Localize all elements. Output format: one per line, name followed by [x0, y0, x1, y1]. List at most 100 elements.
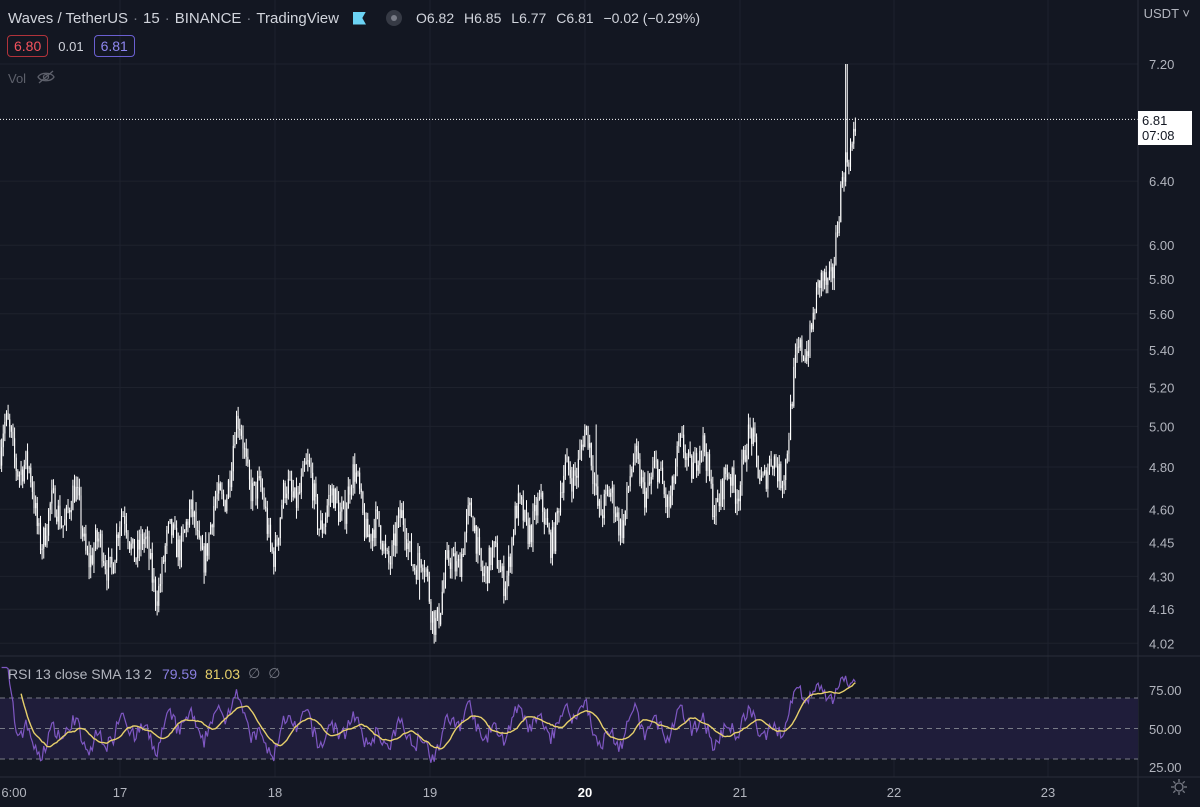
- candle-body: [88, 553, 90, 568]
- candle-body: [56, 516, 58, 522]
- candle-body: [713, 515, 715, 518]
- candle-body: [93, 548, 95, 564]
- price-axis[interactable]: 7.20 6.40 6.00 5.80 5.60 5.40 5.20 5.00 4.80 4.60…: [1149, 57, 1174, 651]
- candle-body: [618, 512, 620, 536]
- candle-body: [414, 567, 416, 571]
- candle-body: [313, 483, 315, 501]
- candle-body: [279, 518, 281, 539]
- candle-body: [846, 152, 848, 163]
- time-axis[interactable]: 6:00 17 18 19 20 21 22 23: [1, 785, 1055, 800]
- candle-body: [221, 489, 223, 495]
- candle-body: [224, 500, 226, 512]
- candle-body: [179, 539, 181, 561]
- candle-body: [232, 445, 234, 472]
- candle-body: [647, 482, 649, 492]
- candle-body: [482, 566, 484, 577]
- candle-body: [721, 480, 724, 500]
- candle-body: [491, 547, 494, 566]
- candle-body: [64, 519, 66, 526]
- candle-body: [104, 562, 106, 570]
- candle-body: [427, 569, 429, 577]
- candle-body: [456, 561, 458, 572]
- settings-gear-icon[interactable]: [1170, 778, 1188, 801]
- candle-body: [454, 553, 456, 572]
- candle-body: [213, 505, 215, 528]
- candle-body: [184, 530, 186, 533]
- candle-body: [649, 482, 651, 484]
- price-tick-label: 4.45: [1149, 535, 1174, 550]
- candle-body: [349, 486, 351, 495]
- candle-body: [98, 538, 100, 542]
- candle-body: [689, 451, 691, 456]
- currency-unit-dropdown[interactable]: USDT ˅: [1144, 6, 1190, 21]
- rsi-axis[interactable]: 75.00 50.00 25.00: [1149, 683, 1182, 775]
- bid-button[interactable]: 6.80: [7, 35, 49, 57]
- candle-body: [435, 618, 437, 635]
- interval-label[interactable]: 15: [143, 9, 160, 27]
- candle-body: [185, 521, 187, 531]
- candle-body: [621, 519, 623, 539]
- candle-body: [478, 537, 481, 549]
- candle-body: [595, 483, 597, 487]
- candle-body: [48, 509, 50, 536]
- candle-body: [252, 483, 254, 502]
- candle-body: [585, 426, 587, 430]
- chevron-down-icon: ˅: [1182, 6, 1190, 21]
- candle-body: [326, 505, 328, 518]
- symbol-name[interactable]: Waves / TetherUS: [8, 9, 129, 27]
- candle-body: [161, 560, 163, 585]
- candle-body: [820, 272, 822, 288]
- exchange-label: BINANCE: [174, 9, 242, 27]
- candle-body: [214, 499, 217, 506]
- candle-body: [500, 570, 502, 573]
- candle-body: [603, 494, 605, 519]
- eye-off-icon[interactable]: [36, 70, 56, 87]
- candle-body: [668, 496, 670, 507]
- rsi-legend[interactable]: RSI 13 close SMA 13 2 79.59 81.03 ∅ ∅: [8, 665, 280, 682]
- candle-body: [211, 524, 213, 528]
- candle-body: [553, 527, 555, 552]
- candle-body: [608, 489, 610, 497]
- candle-body: [284, 482, 286, 499]
- candle-body: [587, 426, 589, 448]
- candle-body: [692, 462, 694, 479]
- candle-body: [174, 524, 176, 528]
- time-tick-label: 19: [423, 785, 437, 800]
- candle-body: [409, 541, 411, 544]
- candle-body: [352, 464, 354, 489]
- candle-body: [542, 492, 544, 512]
- flag-icon[interactable]: [352, 11, 366, 25]
- candle-body: [198, 530, 200, 538]
- candle-body: [653, 460, 656, 468]
- candle-body: [316, 496, 319, 530]
- candle-body: [190, 499, 192, 510]
- candle-body: [75, 486, 77, 502]
- time-tick-label: 22: [887, 785, 901, 800]
- candle-body: [96, 530, 98, 542]
- spread-value: 0.01: [58, 38, 84, 54]
- candle-body: [231, 471, 233, 488]
- candle-body: [640, 477, 643, 484]
- candle-body: [738, 498, 740, 502]
- candle-body: [613, 487, 615, 514]
- candle-body: [396, 522, 398, 546]
- candle-body: [15, 457, 17, 471]
- candle-body: [634, 445, 636, 463]
- candle-body: [341, 507, 343, 512]
- candle-body: [525, 510, 528, 519]
- candle-body: [331, 488, 333, 496]
- candle-body: [404, 524, 406, 540]
- market-status-icon[interactable]: [385, 10, 402, 26]
- candle-body: [49, 503, 51, 510]
- price-tick-label: 6.00: [1149, 238, 1174, 253]
- candle-body: [606, 489, 609, 491]
- candle-body: [504, 588, 506, 597]
- candle-body: [702, 435, 704, 451]
- candle-body: [210, 524, 212, 534]
- ask-button[interactable]: 6.81: [93, 35, 135, 57]
- rsi-line: [1, 666, 856, 763]
- candle-body: [10, 426, 12, 432]
- time-tick-label: 17: [113, 785, 127, 800]
- candle-body: [140, 534, 142, 550]
